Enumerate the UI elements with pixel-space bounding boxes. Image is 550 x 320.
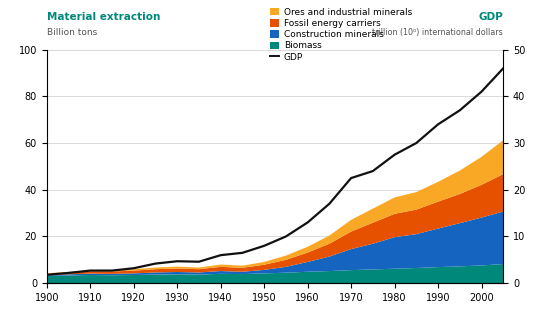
Text: Billion tons: Billion tons — [47, 28, 97, 37]
Legend: Ores and industrial minerals, Fossil energy carriers, Construction minerals, Bio: Ores and industrial minerals, Fossil ene… — [270, 8, 412, 62]
Text: GDP: GDP — [478, 12, 503, 22]
Text: trillion (10⁰) international dollars: trillion (10⁰) international dollars — [372, 28, 503, 37]
Text: Material extraction: Material extraction — [47, 12, 160, 22]
